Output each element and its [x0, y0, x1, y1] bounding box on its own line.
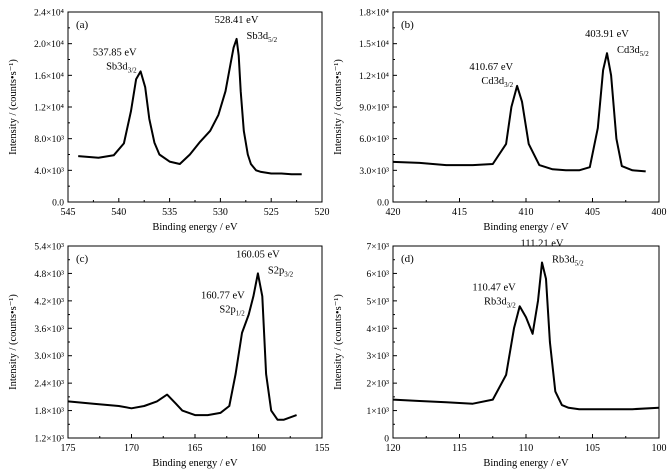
- x-tick-label: 400: [652, 207, 667, 218]
- x-tick-label: 160: [251, 443, 266, 454]
- annotation-energy: 111.21 eV: [520, 238, 563, 249]
- y-tick-label: 1×10³: [367, 407, 390, 417]
- annotation-species: Cd3d5/2: [617, 45, 649, 58]
- y-tick-label: 4×10³: [367, 325, 390, 335]
- y-tick-label: 2×10³: [367, 380, 390, 390]
- annotation-species: Sb3d3/2: [106, 61, 137, 74]
- chart-panel-4: 120 115 110 105 100 0 1×10³ 2×10³ 3×10³ 4×10³ 5×10…: [333, 238, 667, 469]
- series-line-1: [392, 52, 646, 173]
- annotation-energy: 160.05 eV: [236, 249, 280, 260]
- series-line-1: [67, 272, 297, 421]
- annotation-energy: 403.91 eV: [585, 29, 629, 40]
- y-tick-label: 1.8×10⁴: [359, 9, 390, 19]
- annotation-species: Rb3d3/2: [484, 296, 516, 309]
- x-tick-label: 165: [188, 443, 203, 454]
- annotation-species: Sb3d5/2: [247, 31, 278, 44]
- y-tick-label: 6×10³: [367, 270, 390, 280]
- annotation-energy: 537.85 eV: [93, 47, 137, 58]
- chart-panel-2: 420 415 410 405 400 0.0 3.0×10³ 6.0×10³ 9.0×10³ 1…: [333, 9, 667, 234]
- y-tick-label: 2.4×10³: [34, 380, 64, 390]
- x-tick-label: 170: [124, 443, 139, 454]
- x-tick-label: 520: [315, 207, 330, 218]
- y-axis-title: Intensity / (counts•s⁻¹): [8, 59, 19, 155]
- annotation-energy: 528.41 eV: [215, 15, 259, 26]
- annotation-energy: 110.47 eV: [472, 282, 516, 293]
- y-tick-label: 1.8×10³: [34, 407, 64, 417]
- annotation-species: Rb3d5/2: [552, 254, 584, 267]
- x-tick-label: 120: [386, 443, 401, 454]
- x-axis-title: Binding energy / eV: [152, 458, 238, 469]
- x-axis-title: Binding energy / eV: [152, 222, 238, 233]
- y-tick-label: 0: [384, 435, 389, 445]
- annotation-energy: 410.67 eV: [469, 62, 513, 73]
- annotation-energy: 160.77 eV: [201, 291, 245, 302]
- y-tick-label: 4.2×10³: [34, 297, 64, 307]
- y-tick-label: 3.0×10³: [34, 352, 64, 362]
- y-tick-label: 2.0×10⁴: [34, 40, 65, 50]
- y-tick-label: 6.0×10³: [359, 135, 389, 145]
- y-tick-label: 0.0: [52, 199, 64, 209]
- x-tick-label: 420: [386, 207, 401, 218]
- y-tick-label: 0.0: [377, 199, 389, 209]
- annotation-species: S2p3/2: [268, 265, 294, 278]
- y-tick-label: 3×10³: [367, 352, 390, 362]
- y-axis-title: Intensity / (counts•s⁻¹): [8, 294, 19, 390]
- y-tick-label: 4.8×10³: [34, 270, 64, 280]
- plot-frame: [392, 11, 660, 203]
- y-tick-label: 3.0×10³: [359, 167, 389, 177]
- chart-panel-1: 545 540 535 530 525 520 0.0 4.0×10³ 8.0×10³ 1.2×1…: [8, 9, 330, 234]
- x-tick-label: 535: [162, 207, 177, 218]
- panel-label: (c): [76, 253, 89, 265]
- y-tick-label: 7×10³: [367, 243, 390, 253]
- x-tick-label: 175: [61, 443, 76, 454]
- x-tick-label: 100: [652, 443, 667, 454]
- y-tick-label: 8.0×10³: [34, 135, 64, 145]
- x-tick-label: 545: [61, 207, 76, 218]
- x-tick-label: 525: [264, 207, 279, 218]
- y-tick-label: 3.6×10³: [34, 325, 64, 335]
- y-tick-label: 5×10³: [367, 297, 390, 307]
- y-tick-label: 5.4×10³: [34, 243, 64, 253]
- y-tick-label: 1.2×10⁴: [34, 104, 65, 114]
- x-tick-label: 415: [452, 207, 467, 218]
- x-axis-title: Binding energy / eV: [483, 222, 569, 233]
- chart-panel-3: 175 170 165 160 155 1.2×10³ 1.8×10³ 2.4×10³ 3.0×…: [8, 243, 330, 470]
- x-axis-title: Binding energy / eV: [483, 458, 569, 469]
- x-tick-label: 530: [213, 207, 228, 218]
- series-line-1: [392, 261, 660, 411]
- x-tick-label: 410: [519, 207, 534, 218]
- y-tick-label: 1.2×10³: [34, 435, 64, 445]
- y-tick-label: 4.0×10³: [34, 167, 64, 177]
- panel-label: (b): [401, 19, 414, 31]
- x-tick-label: 405: [585, 207, 600, 218]
- x-tick-label: 105: [585, 443, 600, 454]
- x-tick-label: 540: [111, 207, 126, 218]
- y-tick-label: 1.2×10⁴: [359, 72, 390, 82]
- y-tick-label: 1.6×10⁴: [34, 72, 65, 82]
- panel-label: (d): [401, 253, 414, 265]
- x-tick-label: 115: [452, 443, 467, 454]
- annotation-species: Cd3d3/2: [481, 76, 513, 89]
- series-line-1: [78, 37, 302, 176]
- y-axis-title: Intensity / (counts•s⁻¹): [333, 59, 344, 155]
- panel-label: (a): [76, 19, 89, 31]
- x-tick-label: 155: [315, 443, 330, 454]
- y-tick-label: 9.0×10³: [359, 104, 389, 114]
- annotation-species: S2p1/2: [219, 305, 245, 318]
- y-axis-title: Intensity / (counts•s⁻¹): [333, 294, 344, 390]
- x-tick-label: 110: [519, 443, 534, 454]
- y-tick-label: 1.5×10⁴: [359, 40, 390, 50]
- y-tick-label: 2.4×10⁴: [34, 9, 65, 19]
